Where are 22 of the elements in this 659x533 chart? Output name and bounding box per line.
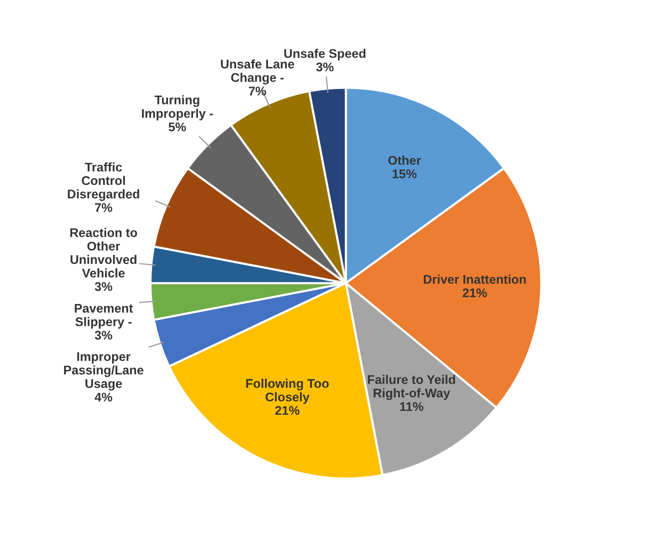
slice-label: Unsafe Lane Change -	[220, 59, 294, 84]
slice-label: Reaction to Other Uninvolved Vehicle	[70, 228, 138, 278]
slice-label: Improper Passing/Lane Usage	[64, 352, 144, 391]
slice-label: Following Too Closely	[246, 378, 329, 404]
data-label: 3%	[94, 330, 112, 340]
data-label: 5%	[168, 122, 186, 132]
slice-label: Unsafe Speed	[284, 48, 366, 60]
data-label: 7%	[95, 203, 112, 212]
data-label: 3%	[94, 282, 112, 291]
data-label: 21%	[462, 288, 487, 298]
slice-label: Failure to Yeild Right-of-Way	[368, 374, 456, 400]
data-label: 7%	[248, 86, 266, 96]
slice-label: Traffic Control Disregarded	[68, 162, 140, 202]
data-label: 15%	[392, 169, 417, 178]
data-label: 3%	[316, 62, 334, 72]
slice-label: Driver Inattention	[424, 274, 526, 284]
slice-label: Other	[388, 156, 421, 165]
data-label: 4%	[94, 392, 112, 402]
slice-label: Pavement Slippery -	[74, 304, 133, 329]
data-label: 21%	[275, 406, 300, 415]
data-label: 11%	[400, 402, 424, 411]
slice-label: Turning Improperly -	[142, 95, 213, 120]
